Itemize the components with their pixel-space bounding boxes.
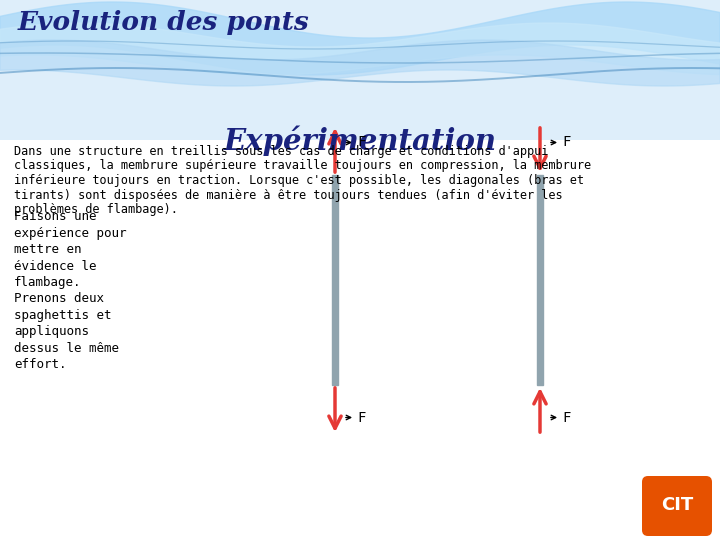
Text: Dans une structure en treillis sous les cas de charge et conditions d'appui: Dans une structure en treillis sous les … [14,145,549,158]
Text: expérience pour: expérience pour [14,226,127,240]
Bar [332,175,338,385]
Text: F: F [562,410,570,424]
Text: évidence le: évidence le [14,260,96,273]
Text: dessus le même: dessus le même [14,342,119,355]
Bar [0,0,720,140]
Text: CIT: CIT [661,496,693,514]
Text: Expérimentation: Expérimentation [223,125,497,156]
FancyBboxPatch shape [642,476,712,536]
Text: inférieure toujours en traction. Lorsque c'est possible, les diagonales (bras et: inférieure toujours en traction. Lorsque… [14,174,584,187]
Text: F: F [357,410,365,424]
Text: spaghettis et: spaghettis et [14,309,112,322]
Text: Evolution des ponts: Evolution des ponts [18,10,310,35]
Text: Prenons deux: Prenons deux [14,293,104,306]
Text: problèmes de flambage).: problèmes de flambage). [14,203,178,216]
Text: appliquons: appliquons [14,326,89,339]
Text: F: F [562,136,570,150]
Text: mettre en: mettre en [14,243,81,256]
Text: classiques, la membrure supérieure travaille toujours en compression, la membrur: classiques, la membrure supérieure trava… [14,159,591,172]
Text: F: F [357,136,365,150]
Text: Faisons une: Faisons une [14,210,96,223]
Bar [537,175,543,385]
Text: flambage.: flambage. [14,276,81,289]
Text: effort.: effort. [14,359,66,372]
Text: tirants) sont disposées de manière à être toujours tendues (afin d'éviter les: tirants) sont disposées de manière à êtr… [14,188,562,201]
